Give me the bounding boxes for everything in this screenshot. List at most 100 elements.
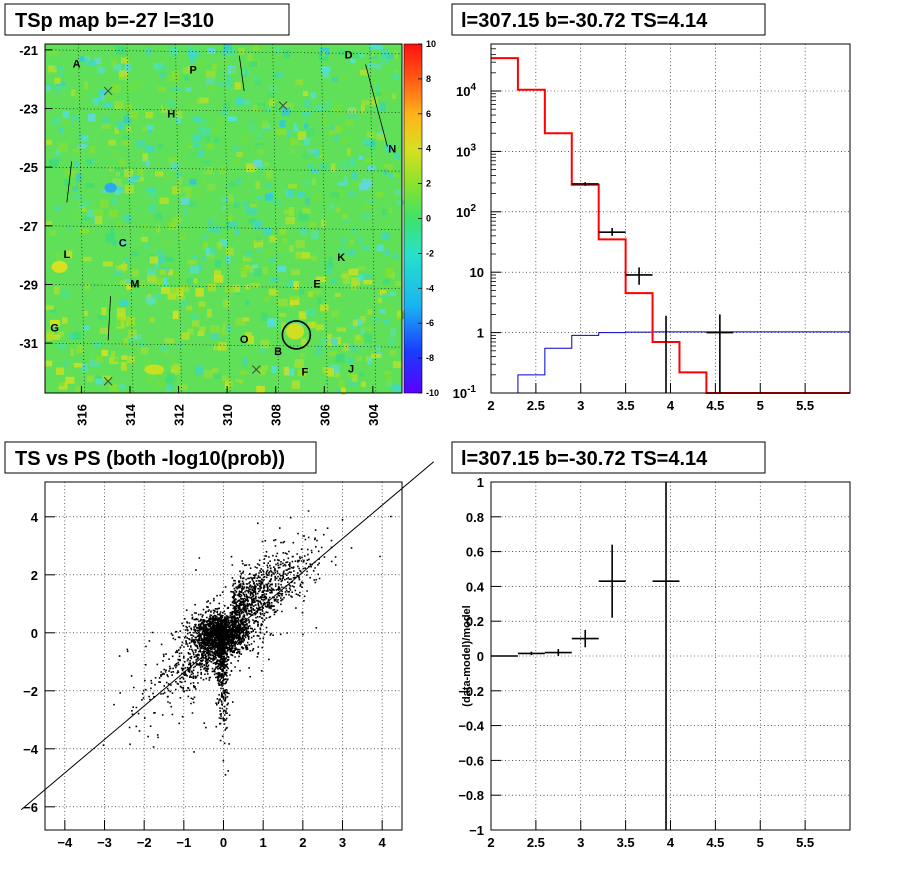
heatmap-grid-line [44, 166, 403, 172]
spectrum-grid [491, 44, 850, 393]
heatmap-cell [392, 72, 400, 81]
heatmap-cell [149, 203, 156, 209]
heatmap-cell [331, 310, 339, 318]
heatmap-cell [372, 45, 383, 50]
heatmap-cell [114, 270, 124, 276]
heatmap-cell [75, 173, 83, 183]
heatmap-cell [209, 196, 216, 202]
heatmap-cell [127, 355, 135, 363]
heatmap-cell [389, 291, 396, 296]
heatmap-cell [361, 212, 371, 221]
heatmap-cell [361, 326, 371, 332]
heatmap-cell [128, 329, 137, 339]
heatmap-cell [188, 152, 197, 158]
heatmap-cell [328, 257, 333, 266]
heatmap-cell [56, 367, 65, 375]
heatmap-cell [88, 351, 96, 360]
heatmap-cell [221, 249, 226, 256]
heatmap-cell [299, 227, 307, 236]
heatmap-cell [330, 279, 337, 284]
heatmap-cell [102, 118, 111, 123]
heatmap-y-tick-label: -21 [19, 43, 38, 58]
heatmap-cell [263, 296, 271, 302]
heatmap-cell [266, 100, 272, 109]
heatmap-cell [55, 205, 61, 212]
heatmap-cell [190, 310, 195, 315]
residual-title: l=307.15 b=-30.72 TS=4.14 [461, 448, 708, 470]
heatmap-cell [46, 329, 55, 338]
heatmap-y-ticks: -21 -23 -25 -27 -29 -31 [19, 43, 52, 351]
heatmap-cell [53, 286, 60, 295]
heatmap-cell [227, 83, 232, 90]
heatmap-cell [102, 375, 111, 381]
heatmap-cell [144, 242, 150, 250]
heatmap-cell [361, 100, 370, 106]
heatmap-cell [177, 244, 183, 250]
heatmap-source-label: K [337, 252, 345, 264]
heatmap-contour [238, 55, 245, 91]
heatmap-cell [168, 157, 178, 163]
heatmap-cell [169, 46, 179, 55]
heatmap-cell [351, 374, 358, 382]
heatmap-cell [73, 362, 84, 368]
heatmap-cell [389, 172, 399, 178]
scatter-grid [45, 482, 402, 830]
heatmap-grid-line [126, 43, 134, 394]
heatmap-cell [115, 46, 126, 55]
heatmap-cell [56, 81, 67, 90]
heatmap-cell [298, 212, 309, 221]
heatmap-cell [324, 340, 333, 347]
heatmap-cell [109, 356, 119, 364]
heatmap-cell [328, 351, 338, 356]
heatmap-cell [73, 138, 81, 147]
heatmap-cell [395, 281, 402, 287]
heatmap-cell [170, 356, 175, 364]
heatmap-cell [116, 121, 125, 130]
heatmap-cell [62, 317, 68, 324]
heatmap-cell [50, 308, 56, 313]
heatmap-cell [221, 197, 227, 203]
residual-y-tick-label: −0.8 [458, 788, 484, 803]
heatmap-cell [202, 233, 208, 239]
heatmap-cell [198, 97, 209, 104]
heatmap-cell [306, 128, 315, 137]
heatmap-cell [249, 125, 257, 131]
spectrum-data-point [706, 314, 734, 393]
spectrum-title-box: l=307.15 b=-30.72 TS=4.14 [451, 3, 766, 36]
residual-y-tick-label: 0 [477, 649, 484, 664]
heatmap-cell [249, 119, 254, 125]
heatmap-cell [356, 53, 365, 58]
scatter-x-tick-label: 0 [220, 835, 227, 850]
heatmap-cell [207, 47, 216, 54]
heatmap-target-circle [281, 320, 312, 350]
heatmap-cell [257, 147, 266, 154]
heatmap-cell [264, 352, 274, 362]
heatmap-cell [261, 121, 269, 128]
heatmap-cell [85, 206, 90, 211]
heatmap-cell [117, 240, 127, 246]
heatmap-x-tick-label: 308 [269, 404, 284, 426]
heatmap-cell [273, 200, 282, 206]
spectrum-y-ticks: 10-1 1 10 102 103 104 [453, 43, 501, 401]
heatmap-cell [148, 206, 157, 214]
heatmap-cell [376, 244, 384, 251]
heatmap-cell [83, 81, 89, 90]
heatmap-cell [367, 63, 377, 68]
heatmap-cell [123, 257, 129, 266]
heatmap-cell [153, 218, 161, 225]
heatmap-cell [73, 254, 83, 262]
heatmap-cell [296, 192, 305, 197]
heatmap-cool-spot [104, 182, 117, 193]
scatter-x-tick-label: 3 [339, 835, 346, 850]
heatmap-cell [337, 182, 345, 187]
heatmap-cell [131, 175, 141, 180]
heatmap-cell [235, 379, 244, 384]
heatmap-cell [255, 142, 264, 150]
heatmap-cell [126, 284, 133, 290]
heatmap-cell [371, 243, 378, 249]
heatmap-cell [174, 272, 181, 278]
heatmap-cell [340, 273, 349, 278]
heatmap-cell [207, 308, 212, 318]
heatmap-grid [44, 43, 403, 394]
heatmap-cell [267, 91, 276, 97]
